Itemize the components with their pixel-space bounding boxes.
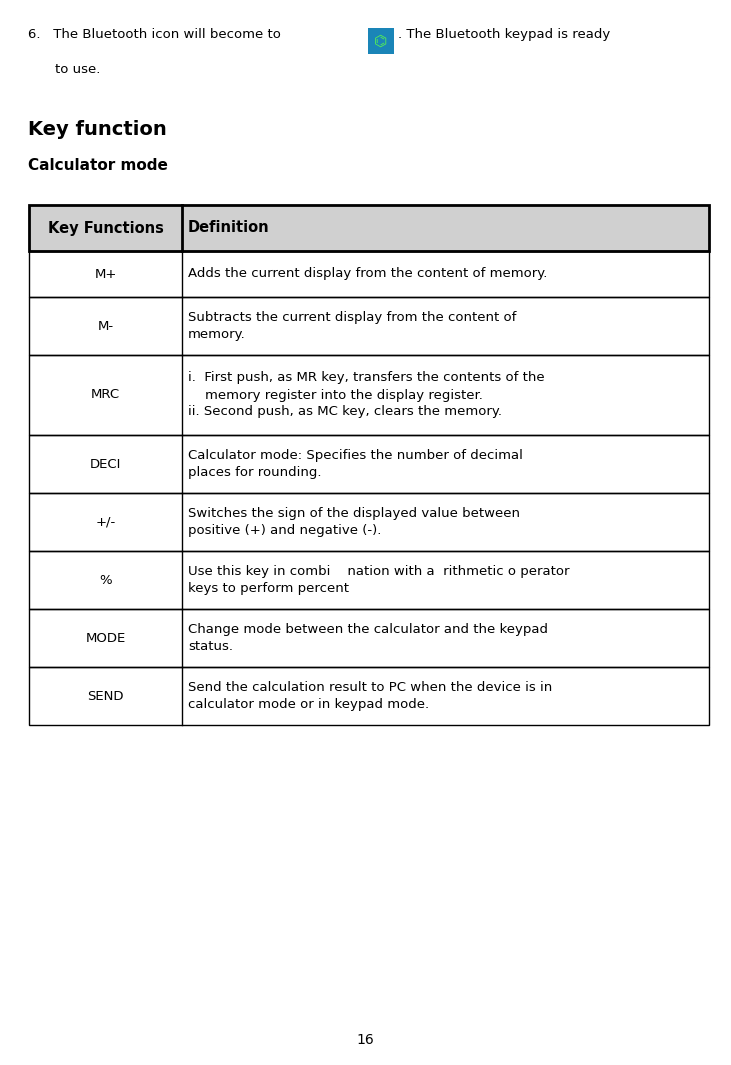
Bar [29,435,709,493]
Text: Switches the sign of the displayed value between
positive (+) and negative (-).: Switches the sign of the displayed value… [188,507,520,537]
Bar [29,297,709,355]
Text: Definition: Definition [188,220,270,235]
Text: Key Functions: Key Functions [48,220,164,235]
Bar [29,204,709,251]
Bar [29,551,709,609]
Bar [29,355,709,435]
Bar [29,667,709,725]
Text: MRC: MRC [91,389,120,402]
Text: %: % [99,573,112,587]
Bar [29,493,709,551]
Bar [29,251,709,297]
Bar [29,204,709,251]
Text: 6.   The Bluetooth icon will become to: 6. The Bluetooth icon will become to [28,28,281,40]
Text: to use.: to use. [55,63,100,76]
Text: Subtracts the current display from the content of
memory.: Subtracts the current display from the c… [188,311,516,341]
Text: DECI: DECI [90,458,121,471]
Bar [29,609,709,667]
Text: Adds the current display from the content of memory.: Adds the current display from the conten… [188,267,548,280]
Bar [29,667,709,725]
Text: . The Bluetooth keypad is ready: . The Bluetooth keypad is ready [398,28,610,40]
Text: Calculator mode: Calculator mode [28,158,168,173]
Bar [29,251,709,297]
Text: M+: M+ [94,267,117,280]
Text: Change mode between the calculator and the keypad
status.: Change mode between the calculator and t… [188,623,548,653]
Bar [29,297,709,355]
Text: Send the calculation result to PC when the device is in
calculator mode or in ke: Send the calculation result to PC when t… [188,681,552,711]
Bar [29,609,709,667]
Text: ⌬: ⌬ [374,33,387,49]
Text: M-: M- [97,320,113,332]
FancyBboxPatch shape [368,28,394,54]
Text: Key function: Key function [28,120,167,140]
Bar [29,493,709,551]
Text: Use this key in combi    nation with a  rithmetic o perator
keys to perform perc: Use this key in combi nation with a rith… [188,566,569,595]
Text: MODE: MODE [86,632,126,644]
Text: SEND: SEND [87,689,124,703]
Text: 16: 16 [357,1033,374,1047]
Text: i.  First push, as MR key, transfers the contents of the
    memory register int: i. First push, as MR key, transfers the … [188,372,545,419]
Bar [29,551,709,609]
Bar [29,435,709,493]
Text: +/-: +/- [95,515,115,528]
Text: Calculator mode: Specifies the number of decimal
places for rounding.: Calculator mode: Specifies the number of… [188,449,523,479]
Bar [29,355,709,435]
